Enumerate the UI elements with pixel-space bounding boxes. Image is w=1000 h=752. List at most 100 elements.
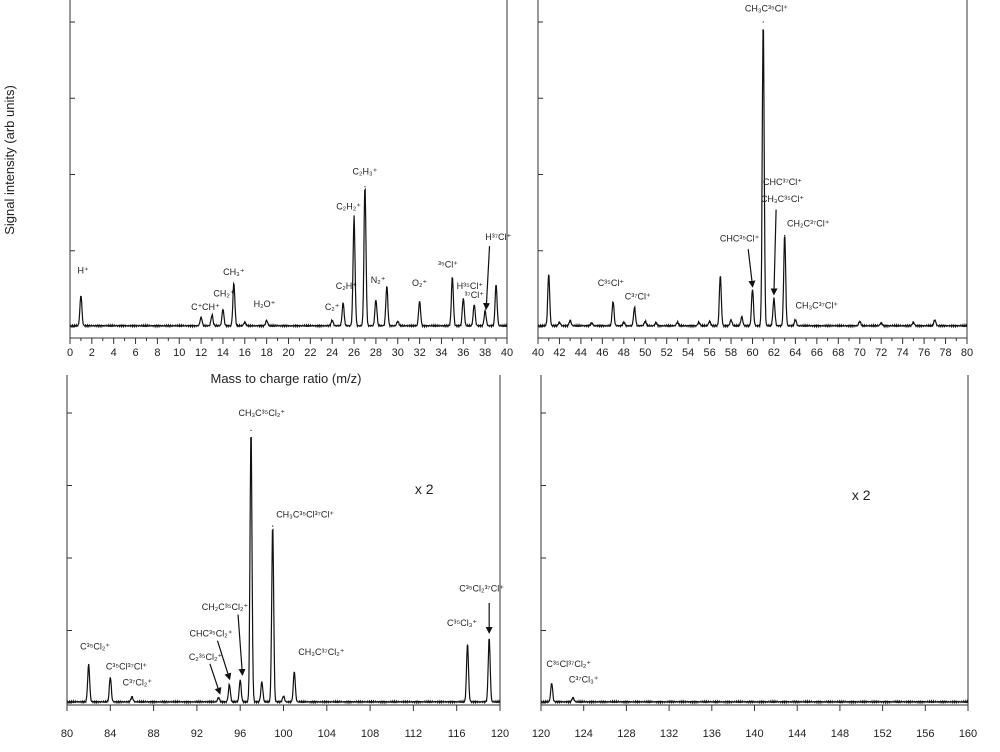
x-tick-label: 46 <box>596 347 608 359</box>
x-tick-label: 20 <box>282 347 294 359</box>
x-tick-label: 18 <box>261 347 273 359</box>
peak-label: CH₂C³⁵Cl₂⁺ <box>202 602 249 612</box>
x-tick-label: 80 <box>961 347 973 359</box>
peak-point <box>250 429 252 431</box>
x-tick-label: 70 <box>854 347 866 359</box>
annotation-arrow <box>770 209 778 296</box>
peak-point <box>364 186 366 188</box>
x-tick-label: 92 <box>191 728 203 740</box>
peak-label: C³⁵Cl³⁷Cl₂⁺ <box>546 659 591 669</box>
peak-label: H³⁵Cl⁺ <box>457 281 484 291</box>
panel-panel-0-40: 0 2 4 6 8 10 12 14 16 18 20 22 24 26 28 30 32 34 36 38 40H⁺C… <box>67 0 513 359</box>
peak-label: CH₃C³⁷Cl⁺ <box>796 301 839 311</box>
peak-label: C₂H⁺ <box>336 281 357 291</box>
x-tick-label: 48 <box>618 347 630 359</box>
x-tick-label: 136 <box>703 728 721 740</box>
x-tick-label: 14 <box>217 347 229 359</box>
peak-point <box>488 638 490 640</box>
peak-point <box>934 320 936 322</box>
peak-label: CH₃C³⁵Cl₂⁺ <box>239 408 286 418</box>
peak-point <box>266 320 268 323</box>
peak-point <box>551 683 553 685</box>
peak-point <box>698 322 700 324</box>
x-tick-label: 160 <box>959 728 977 740</box>
x-tick-label: 8 <box>154 347 160 359</box>
peak-label: C⁺ <box>191 302 202 312</box>
x-tick-label: 120 <box>491 728 509 740</box>
x-tick-label: 132 <box>660 728 678 740</box>
scale-factor-label: x 2 <box>415 481 434 497</box>
peak-label: CH₂⁺ <box>213 289 234 299</box>
peak-label: C³⁷Cl₂⁺ <box>123 678 153 688</box>
peak-point <box>794 320 797 322</box>
peak-label: C³⁵Cl₃⁺ <box>447 618 477 628</box>
x-tick-label: 30 <box>392 347 404 359</box>
peak-label: C³⁵Cl⁺ <box>598 278 625 288</box>
x-tick-label: 156 <box>916 728 934 740</box>
panel-panel-120-160: 120 124 128 132 136 140 144 148 152 156 160 C³⁵Cl³⁷… <box>532 375 977 740</box>
peak-point <box>211 315 213 317</box>
peak-label: C₂⁺ <box>325 302 340 312</box>
y-axis-title: Signal intensity (arb units) <box>2 85 17 235</box>
x-axis-title: Mass to charge ratio (m/z) <box>211 371 362 386</box>
peak-point <box>569 320 571 323</box>
peak-label: C₂H₃⁺ <box>353 167 378 177</box>
spectrum-trace <box>66 436 501 705</box>
panel-panel-40-80: 40 42 44 46 48 50 52 54 56 58 60 62 64 66 68 70 72 74 76 78… <box>532 0 973 359</box>
peak-point <box>633 308 636 310</box>
x-tick-label: 0 <box>67 347 73 359</box>
peak-point <box>228 685 230 687</box>
peak-point <box>623 322 625 324</box>
peak-point <box>655 323 657 325</box>
peak-label: C³⁵Cl₂³⁷Cl⁺ <box>459 583 504 593</box>
x-tick-label: 80 <box>61 728 73 740</box>
peak-label: CHC³⁵Cl₂⁺ <box>189 628 232 638</box>
peak-label: C³⁵Cl₂⁺ <box>80 641 110 651</box>
x-tick-label: 66 <box>811 347 823 359</box>
x-tick-label: 72 <box>875 347 887 359</box>
peak-point <box>282 696 285 698</box>
peak-label: C³⁷Cl₃⁺ <box>569 675 599 685</box>
peak-point <box>222 309 224 311</box>
x-tick-label: 108 <box>361 728 379 740</box>
x-tick-label: 44 <box>575 347 587 359</box>
x-tick-label: 24 <box>326 347 338 359</box>
peak-label: H³⁷Cl⁺ <box>485 232 511 242</box>
x-tick-label: 64 <box>789 347 801 359</box>
x-tick-label: 152 <box>873 728 891 740</box>
x-tick-label: 68 <box>832 347 844 359</box>
peak-point <box>730 320 732 322</box>
annotation-arrow <box>237 614 246 676</box>
peak-point <box>880 323 882 325</box>
peak-point <box>484 311 486 313</box>
x-tick-label: 10 <box>173 347 185 359</box>
peak-point <box>591 323 593 325</box>
x-tick-label: 120 <box>532 728 550 740</box>
x-tick-label: 16 <box>239 347 251 359</box>
x-tick-label: 76 <box>918 347 930 359</box>
x-tick-label: 124 <box>575 728 593 740</box>
x-tick-label: 40 <box>532 347 544 359</box>
x-tick-label: 78 <box>939 347 951 359</box>
peak-label: H₂O⁺ <box>254 299 276 309</box>
x-tick-label: 62 <box>768 347 780 359</box>
peak-label: CH₃C³⁵Cl⁺ <box>745 3 788 13</box>
x-tick-label: 26 <box>348 347 360 359</box>
x-tick-label: 28 <box>370 347 382 359</box>
x-tick-label: 100 <box>274 728 292 740</box>
spectrum-trace <box>540 683 969 705</box>
peak-point <box>419 302 421 304</box>
peak-label: C₂H₂⁺ <box>336 202 361 212</box>
x-tick-label: 54 <box>682 347 694 359</box>
annotation-arrow <box>216 640 232 681</box>
peak-point <box>261 682 263 684</box>
x-tick-label: 22 <box>304 347 316 359</box>
peak-label: C₂³⁵Cl₂⁺ <box>189 652 223 662</box>
peak-point <box>912 322 914 324</box>
annotation-arrow <box>747 249 756 288</box>
peak-point <box>466 644 469 646</box>
x-tick-label: 104 <box>318 728 336 740</box>
x-tick-label: 58 <box>725 347 737 359</box>
x-tick-label: 2 <box>89 347 95 359</box>
